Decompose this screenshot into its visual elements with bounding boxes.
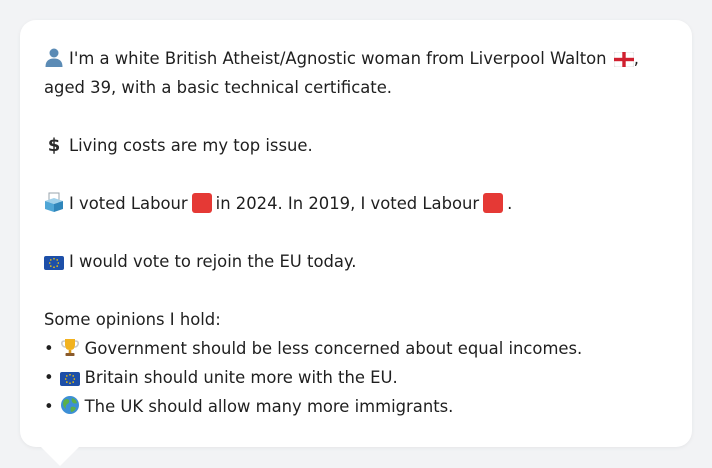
person-icon [44,47,64,67]
speech-bubble-tail [40,446,80,466]
globe-icon [60,395,80,415]
eu-line: I would vote to rejoin the EU today. [44,247,668,276]
eu-flag-icon [59,372,80,386]
eu-text: I would vote to rejoin the EU today. [69,252,357,271]
spacer [44,102,668,131]
labour-red-square-icon [483,193,504,213]
vote-text-1: I voted Labour [69,194,188,213]
opinion-text: The UK should allow many more immigrants… [84,397,454,416]
opinion-text: Britain should unite more with the EU. [84,368,398,387]
persona-card: I'm a white British Atheist/Agnostic wom… [20,20,692,447]
opinion-text: Government should be less concerned abou… [84,339,583,358]
profile-comma: , [633,49,639,68]
opinion-item: • The UK should allow many more immigran… [44,392,668,421]
profile-line-2: aged 39, with a basic technical certific… [44,78,393,97]
bullet: • [44,368,54,387]
ballot-box-icon [44,192,64,212]
vote-text-2: in 2024. In 2019, I voted Labour [215,194,480,213]
bullet: • [44,339,54,358]
opinion-item: • Government should be less concerned ab… [44,334,668,363]
voting-history-line: I voted Labour in 2024. In 2019, I voted … [44,189,668,218]
eu-flag-icon [44,256,64,270]
trophy-icon [60,337,80,357]
vote-text-3: . [507,194,513,213]
profile-text: I'm a white British Atheist/Agnostic wom… [69,49,607,68]
bullet: • [44,397,54,416]
opinions-heading: Some opinions I hold: [44,310,221,329]
dollar-icon: $ [47,135,61,156]
spacer [44,276,668,305]
top-issue-line: $ Living costs are my top issue. [44,131,668,160]
labour-red-square-icon [191,193,212,213]
profile-line-1: I'm a white British Atheist/Agnostic wom… [44,44,668,73]
england-flag-icon [613,52,634,67]
spacer [44,160,668,189]
spacer [44,218,668,247]
opinion-item: • Britain should unite more with the EU. [44,363,668,392]
top-issue-text: Living costs are my top issue. [69,136,313,155]
